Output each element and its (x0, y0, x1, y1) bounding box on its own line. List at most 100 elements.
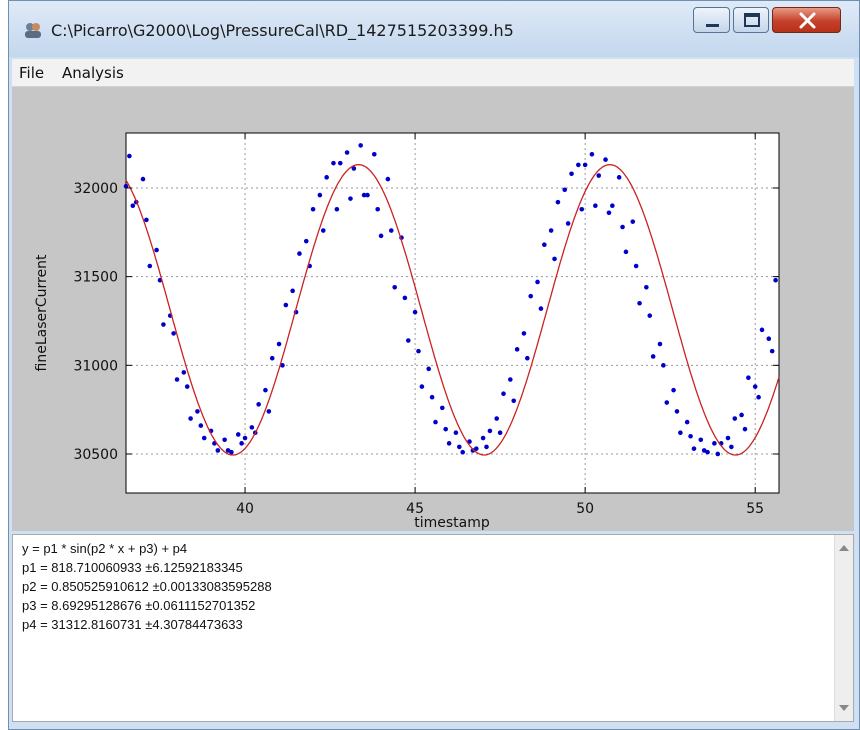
data-point (552, 256, 557, 262)
data-point (419, 384, 425, 389)
data-point (487, 428, 493, 434)
data-point (514, 347, 520, 352)
data-point (229, 449, 234, 455)
data-point (392, 284, 397, 290)
data-point (144, 217, 149, 223)
data-point (405, 338, 411, 343)
data-point (334, 206, 340, 212)
close-button[interactable] (772, 7, 841, 33)
data-point (606, 210, 612, 216)
y-tick-label: 32000 (73, 181, 118, 197)
data-point (773, 277, 778, 283)
data-point (684, 419, 690, 425)
data-point (603, 157, 608, 162)
title-bar[interactable]: C:\Picarro\G2000\Log\PressureCal\RD_1427… (9, 1, 859, 57)
fit-curve (125, 164, 780, 456)
data-point (593, 203, 598, 209)
data-point (344, 150, 350, 155)
menu-file[interactable]: File (19, 64, 45, 82)
data-point (548, 228, 554, 233)
data-point (528, 293, 534, 299)
data-point (664, 400, 670, 405)
data-point (647, 313, 653, 318)
data-point (365, 192, 370, 198)
data-point (497, 430, 503, 436)
data-point (348, 196, 353, 201)
scroll-down-icon[interactable] (839, 705, 849, 711)
data-point (535, 279, 540, 285)
data-point (297, 251, 302, 256)
data-point (494, 416, 500, 421)
data-point (769, 348, 775, 354)
data-point (766, 336, 772, 342)
data-point (371, 151, 377, 157)
scatter-chart[interactable]: 40 45 50 55 30500 31000 31500 32000 timestamp f… (12, 87, 854, 531)
data-point (317, 192, 323, 198)
app-icon (25, 23, 41, 38)
data-point (361, 192, 367, 198)
data-point (732, 416, 738, 421)
data-point (174, 377, 180, 382)
data-point (351, 166, 357, 171)
data-point (416, 348, 421, 354)
data-point (756, 394, 761, 400)
data-point (443, 426, 448, 432)
data-point (130, 203, 136, 209)
y-tick-label: 30500 (73, 447, 118, 463)
window-title: C:\Picarro\G2000\Log\PressureCal\RD_1427… (51, 21, 514, 40)
data-point (576, 162, 581, 168)
data-point (562, 187, 568, 193)
data-point (742, 426, 748, 432)
data-point (426, 366, 431, 372)
data-point (691, 446, 697, 451)
data-point (123, 183, 129, 189)
data-point (324, 175, 329, 180)
data-point (623, 249, 629, 255)
fit-output-panel[interactable]: y = p1 * sin(p2 * x + p3) + p4 p1 = 818.7… (12, 534, 854, 722)
data-point (671, 387, 676, 393)
fit-output-line: p4 = 31312.8160731 ±4.30784473633 (22, 617, 243, 632)
data-point (525, 355, 530, 361)
data-point (320, 228, 326, 233)
data-point (378, 233, 384, 239)
data-point (147, 263, 153, 269)
data-point (198, 423, 204, 428)
close-icon (799, 12, 816, 29)
data-point (633, 263, 639, 269)
app-window: C:\Picarro\G2000\Log\PressureCal\RD_1427… (8, 0, 860, 730)
data-point (181, 370, 187, 375)
data-point (620, 224, 625, 230)
data-point (433, 419, 438, 425)
menu-analysis[interactable]: Analysis (62, 64, 124, 82)
data-point (470, 448, 476, 453)
data-point (759, 327, 765, 333)
data-point (688, 433, 693, 439)
maximize-button[interactable] (733, 7, 769, 33)
x-axis-label: timestamp (414, 515, 490, 531)
data-point (239, 441, 244, 446)
plot-frame (125, 132, 780, 494)
data-point (412, 309, 418, 315)
data-point (630, 219, 636, 224)
menu-bar: File Analysis (12, 59, 854, 87)
data-point (283, 302, 289, 308)
data-point (729, 444, 734, 450)
data-point (582, 162, 588, 168)
data-point (579, 206, 585, 212)
minimize-icon (706, 24, 719, 27)
y-tick-label: 31500 (73, 270, 118, 286)
data-point (358, 143, 363, 148)
maximize-icon (744, 13, 760, 27)
data-point (484, 444, 489, 450)
x-tick-label: 55 (746, 501, 764, 517)
data-point (569, 171, 574, 177)
fit-output-text: y = p1 * sin(p2 * x + p3) + p4 p1 = 818.7… (22, 539, 272, 634)
data-point (402, 295, 408, 301)
data-point (249, 425, 255, 430)
data-point (701, 448, 707, 453)
minimize-button[interactable] (693, 7, 730, 33)
data-point (388, 228, 394, 233)
scroll-up-icon[interactable] (839, 545, 849, 551)
data-point (171, 331, 176, 336)
output-scrollbar[interactable] (834, 535, 853, 721)
